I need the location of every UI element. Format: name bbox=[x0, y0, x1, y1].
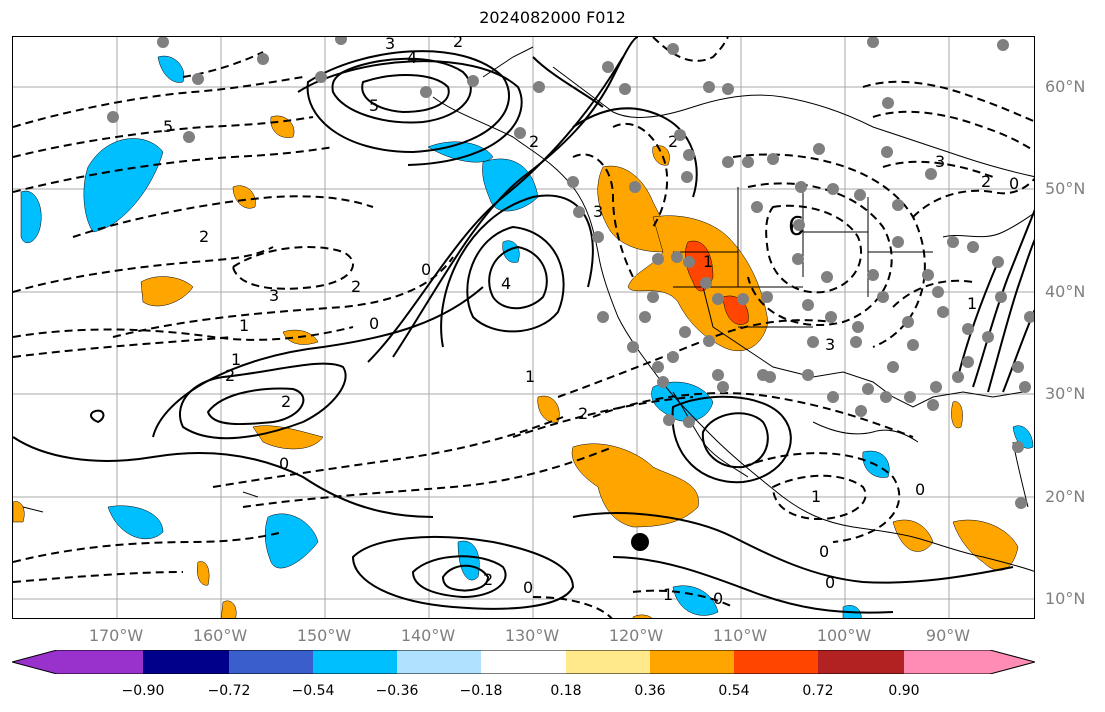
colorbar-tick-label: −0.54 bbox=[291, 683, 335, 699]
contour-label: 0 bbox=[915, 480, 925, 499]
lon-label: 90°W bbox=[925, 626, 971, 645]
contour-label: 1 bbox=[811, 487, 821, 506]
colorbar-segment bbox=[481, 650, 566, 674]
contour-label: 0 bbox=[819, 542, 829, 561]
contour-label: 0 bbox=[1009, 174, 1019, 193]
solid-contours bbox=[13, 37, 1034, 614]
lon-label: 170°W bbox=[88, 626, 144, 645]
contour-label: 0 bbox=[825, 573, 835, 592]
contour-label: 2 bbox=[483, 570, 493, 589]
colorbar-tick-label: −0.90 bbox=[121, 683, 165, 699]
map-title: 2024082000 F012 bbox=[479, 8, 626, 27]
lon-label: 110°W bbox=[712, 626, 768, 645]
colorbar-tick-label: −0.72 bbox=[207, 683, 251, 699]
colorbar-tick-label: 0.90 bbox=[888, 683, 920, 699]
contour-label: 2 bbox=[578, 404, 588, 423]
dashed-contours bbox=[13, 37, 1034, 618]
colorbar-segment bbox=[229, 650, 313, 674]
contour-label: 0 bbox=[523, 578, 533, 597]
contour-label: 3 bbox=[269, 286, 279, 305]
colorbar bbox=[12, 650, 1035, 674]
map-canvas: 5 3 4 5 2 2 3 2 0 4 2 1 0 1 2 2 0 1 2 0 … bbox=[13, 37, 1034, 618]
contour-label: 1 bbox=[231, 350, 241, 369]
contour-label: 3 bbox=[935, 152, 945, 171]
lat-label: 40°N bbox=[1045, 282, 1086, 301]
map-panel: 5 3 4 5 2 2 3 2 0 4 2 1 0 1 2 2 0 1 2 0 … bbox=[12, 36, 1035, 619]
lon-label: 150°W bbox=[296, 626, 352, 645]
contour-label: 2 bbox=[529, 132, 539, 151]
contour-label: 4 bbox=[407, 48, 417, 67]
contour-label: 3 bbox=[825, 335, 835, 354]
colorbar-segment bbox=[734, 650, 818, 674]
lon-label: 140°W bbox=[400, 626, 456, 645]
contour-label: 0 bbox=[421, 260, 431, 279]
coastlines bbox=[22, 46, 1034, 572]
lon-label: 160°W bbox=[192, 626, 248, 645]
colorbar-segment bbox=[313, 650, 397, 674]
lon-label: 100°W bbox=[816, 626, 872, 645]
lon-label: 120°W bbox=[608, 626, 664, 645]
colorbar-tick-label: 0.18 bbox=[550, 683, 582, 699]
colorbar-segment bbox=[12, 650, 143, 674]
contour-label: 3 bbox=[385, 37, 395, 53]
storm-center-marker bbox=[631, 533, 649, 551]
contour-label: 1 bbox=[239, 316, 249, 335]
colorbar-tick-label: 0.36 bbox=[634, 683, 666, 699]
contour-label: 4 bbox=[501, 274, 511, 293]
contour-label: 1 bbox=[663, 585, 673, 604]
contour-label: 1 bbox=[703, 252, 713, 271]
contour-label: 5 bbox=[163, 117, 173, 136]
colorbar-tick-label: 0.72 bbox=[802, 683, 834, 699]
colorbar-segment bbox=[818, 650, 904, 674]
contour-label: 1 bbox=[525, 367, 535, 386]
contour-label: 0 bbox=[369, 314, 379, 333]
contour-label: 3 bbox=[593, 202, 603, 221]
contour-label: 2 bbox=[453, 37, 463, 51]
lat-label: 20°N bbox=[1045, 487, 1086, 506]
contour-label: 0 bbox=[279, 454, 289, 473]
colorbar-segment bbox=[566, 650, 650, 674]
contour-label: 2 bbox=[281, 392, 291, 411]
colorbar-tick-label: −0.36 bbox=[375, 683, 419, 699]
contour-label: 2 bbox=[225, 366, 235, 385]
contour-label: 2 bbox=[981, 172, 991, 191]
colorbar-segment bbox=[143, 650, 229, 674]
lat-label: 30°N bbox=[1045, 384, 1086, 403]
colorbar-tick-label: −0.18 bbox=[459, 683, 503, 699]
colorbar-tick-label: 0.54 bbox=[718, 683, 750, 699]
contour-labels: 5 3 4 5 2 2 3 2 0 4 2 1 0 1 2 2 0 1 2 0 … bbox=[163, 37, 1019, 608]
lat-label: 10°N bbox=[1045, 589, 1086, 608]
colorbar-segment bbox=[397, 650, 481, 674]
colorbar-segment bbox=[904, 650, 1035, 674]
station-dots bbox=[107, 37, 1034, 509]
contour-label: 2 bbox=[351, 277, 361, 296]
lat-label: 50°N bbox=[1045, 179, 1086, 198]
lat-label: 60°N bbox=[1045, 77, 1086, 96]
lon-label: 130°W bbox=[504, 626, 560, 645]
contour-label: 5 bbox=[369, 96, 379, 115]
contour-label: 1 bbox=[967, 294, 977, 313]
negative-shading bbox=[20, 55, 1034, 618]
contour-label: 0 bbox=[713, 589, 723, 608]
contour-label: 2 bbox=[199, 227, 209, 246]
contour-label: 2 bbox=[668, 132, 678, 151]
colorbar-segment bbox=[650, 650, 734, 674]
